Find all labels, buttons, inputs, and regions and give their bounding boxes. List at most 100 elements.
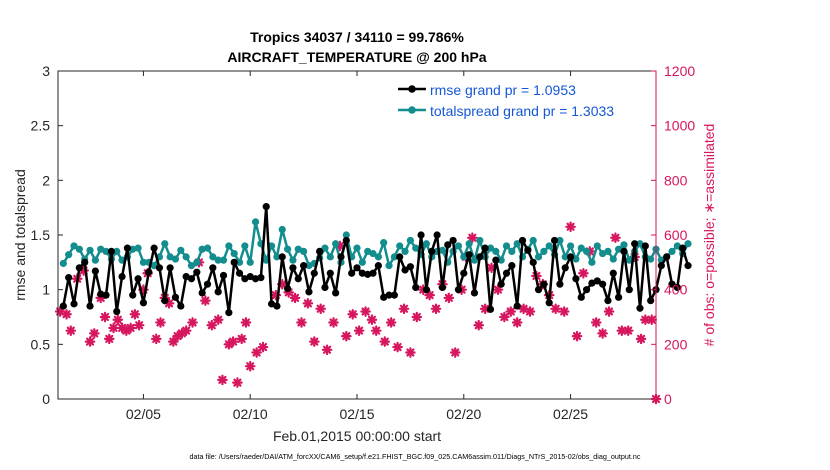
obs-point: [578, 267, 589, 279]
obs-point-stroke: [372, 326, 381, 335]
obs-point-stroke: [246, 362, 255, 371]
x-axis: 02/05 02/10 02/15 02/20 02/25: [126, 71, 588, 422]
obs-point-stroke: [182, 326, 191, 335]
obs-point-stroke: [90, 329, 99, 338]
rmse-point: [65, 274, 73, 282]
rmse-point: [438, 283, 447, 292]
totalspread-point: [59, 259, 67, 268]
x-tick-label: 02/10: [233, 406, 268, 422]
obs-point-stroke: [636, 334, 646, 343]
obs-point: [424, 289, 435, 301]
totalspread-point: [556, 236, 564, 245]
obs-point: [379, 336, 391, 347]
totalspread-point: [561, 253, 569, 261]
obs-point: [187, 317, 198, 328]
rmse-point: [636, 304, 644, 312]
obs-point: [499, 311, 510, 323]
rmse-point: [102, 291, 110, 299]
rmse-point: [171, 293, 180, 301]
rmse-point: [91, 267, 99, 275]
rmse-point: [214, 288, 222, 296]
rmse-point: [203, 280, 212, 288]
totalspread-point: [566, 242, 575, 250]
obs-point-stroke: [201, 296, 210, 305]
totalspread-point: [358, 258, 366, 266]
obs-point: [108, 322, 119, 334]
y-right-tick-label: 200: [664, 336, 688, 352]
obs-point-stroke: [487, 263, 496, 272]
obs-point-stroke: [519, 304, 528, 313]
obs-point: [133, 319, 145, 331]
obs-point: [112, 314, 124, 326]
totalspread-point: [177, 246, 185, 254]
obs-point-stroke: [393, 342, 402, 352]
obs-point-stroke: [361, 307, 370, 316]
totalspread-point: [75, 245, 83, 253]
rmse-point: [70, 300, 78, 308]
obs-point: [640, 314, 651, 326]
chart-title: Tropics 34037 / 34110 = 99.786%: [250, 29, 464, 45]
rmse-point: [235, 269, 244, 277]
rmse-series: [59, 202, 692, 317]
obs-point: [227, 336, 239, 347]
totalspread-point: [684, 240, 692, 248]
obs-point-stroke: [474, 321, 483, 330]
y-right-tick-label: 1200: [664, 63, 695, 79]
rmse-point: [663, 253, 671, 261]
rmse-point: [225, 309, 233, 317]
obs-point-stroke: [62, 310, 71, 319]
obs-point: [449, 347, 461, 358]
obs-point-stroke: [592, 318, 601, 327]
rmse-point: [673, 283, 681, 292]
totalspread-point: [406, 236, 414, 245]
obs-point-stroke: [468, 233, 477, 242]
obs-point-stroke: [560, 307, 569, 316]
rmse-point: [524, 246, 532, 254]
obs-point-stroke: [481, 304, 490, 313]
y-right-tick-label: 1000: [664, 118, 695, 134]
totalspread-point: [91, 256, 99, 264]
obs-point: [565, 221, 576, 233]
obs-point: [405, 347, 416, 358]
rmse-point: [470, 289, 479, 297]
obs-point-stroke: [513, 318, 522, 327]
totalspread-point: [609, 255, 617, 263]
rmse-point: [113, 307, 121, 316]
rmse-point: [86, 302, 94, 310]
rmse-point: [540, 280, 548, 288]
totalspread-point: [529, 236, 537, 245]
obs-point: [206, 319, 218, 331]
obs-point-stroke: [387, 318, 396, 327]
rmse-point: [278, 253, 286, 261]
rmse-point: [609, 269, 617, 277]
totalspread-point: [326, 253, 334, 261]
rmse-point: [513, 302, 521, 310]
obs-point-stroke: [647, 315, 656, 324]
obs-point-stroke: [218, 375, 227, 384]
x-tick-label: 02/20: [446, 406, 481, 422]
totalspread-point: [230, 249, 238, 258]
rmse-point: [321, 283, 329, 292]
rmse-point: [631, 240, 639, 248]
rmse-point: [417, 231, 425, 239]
rmse-point: [550, 236, 559, 245]
y-left-tick-label: 3: [42, 63, 50, 79]
obs-point: [125, 322, 136, 334]
rmse-point: [561, 264, 569, 272]
obs-point: [590, 317, 602, 328]
rmse-point: [81, 258, 89, 266]
totalspread-point: [396, 242, 404, 250]
obs-point: [257, 341, 269, 353]
rmse-point: [305, 288, 313, 296]
rmse-point: [289, 264, 297, 272]
rmse-point: [593, 277, 601, 285]
obs-point: [571, 330, 583, 342]
rmse-point: [476, 253, 484, 261]
obs-point-stroke: [355, 326, 364, 335]
rmse-point: [155, 264, 164, 272]
obs-point-stroke: [506, 307, 515, 316]
rmse-point: [572, 275, 580, 283]
obs-point-stroke: [412, 312, 421, 322]
rmse-point: [353, 264, 361, 272]
rmse-point: [647, 297, 655, 305]
